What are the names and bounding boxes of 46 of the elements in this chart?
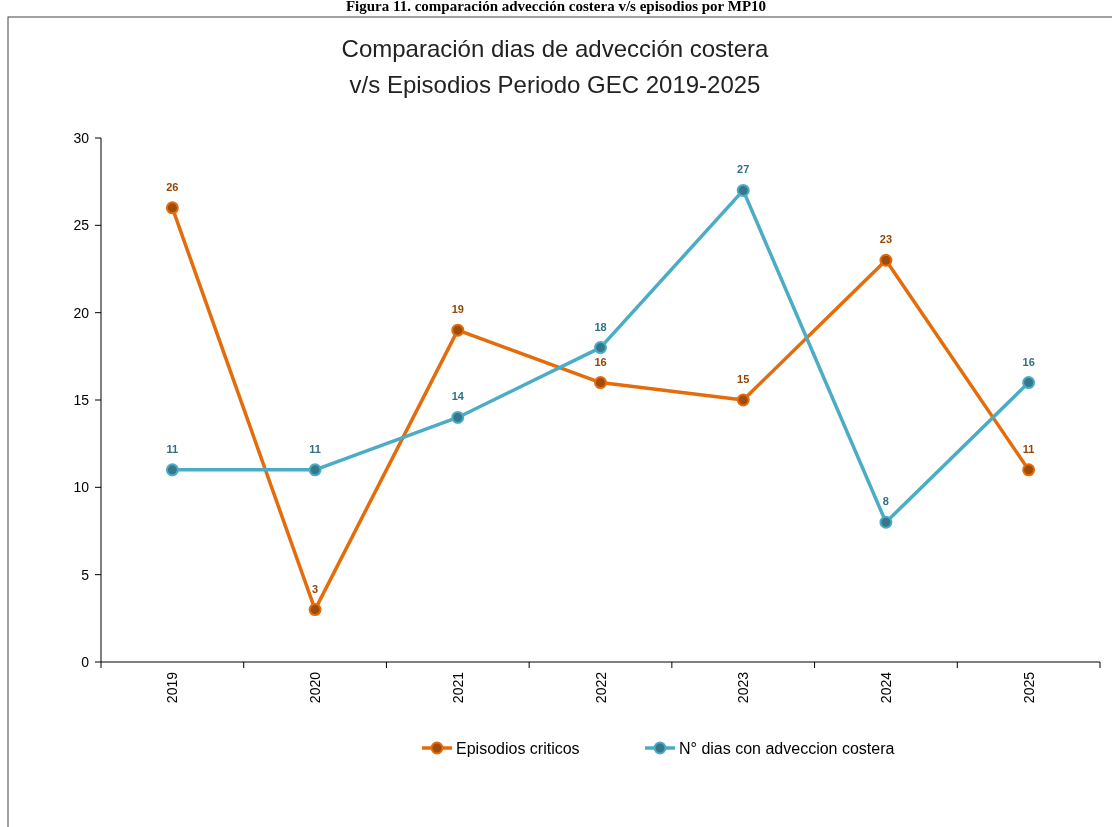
point [594,376,607,390]
point [594,341,607,355]
point [1022,376,1036,390]
legend-label: Episodios criticos [456,740,580,757]
data-label: 11 [309,442,321,455]
legend-label: N° dias con adveccion costera [679,740,895,757]
x-tick-label: 2019 [164,671,181,704]
y-tick-label: 15 [73,392,90,408]
point [451,410,465,424]
x-tick-label: 2020 [307,671,324,704]
x-tick-label: 2024 [877,671,894,704]
y-tick-label: 25 [73,217,90,234]
chart-subtitle: Comparación dias de advección costera v/s Episodios Periodo GEC 2019-2025 [341,35,770,98]
x-tick-label: 2021 [449,671,466,704]
point [736,393,750,407]
data-label: 19 [451,303,464,316]
data-label: 26 [166,180,179,193]
data-label: 23 [879,233,893,246]
data-label: 15 [737,373,750,385]
data-label: 16 [594,355,607,368]
data-label: 3 [312,582,319,595]
y-tick-label: 0 [81,654,90,670]
data-label: 16 [1022,355,1035,368]
data-label: 14 [451,390,465,403]
y-tick-label: 10 [73,479,90,496]
y-tick-label: 5 [81,566,90,583]
y-tick-label: 20 [73,304,90,321]
chart-title: Figura 11. comparación advección costera v/s episodios por MP10 [345,0,767,15]
data-label: 11 [166,442,179,455]
data-label: 8 [882,495,889,508]
point [308,603,322,617]
point [165,463,179,477]
data-label: 18 [594,320,607,333]
point [308,463,322,477]
x-tick-label: 2022 [592,671,609,704]
point [451,323,465,337]
x-tick-label: 2023 [735,671,752,704]
point [165,201,179,215]
y-tick-label: 30 [73,130,90,146]
data-label: 11 [1022,442,1035,455]
data-label: 27 [737,163,750,176]
point [1022,463,1036,477]
point [879,515,893,529]
x-tick-label: 2025 [1020,671,1037,704]
point [879,253,893,267]
point [736,183,750,197]
